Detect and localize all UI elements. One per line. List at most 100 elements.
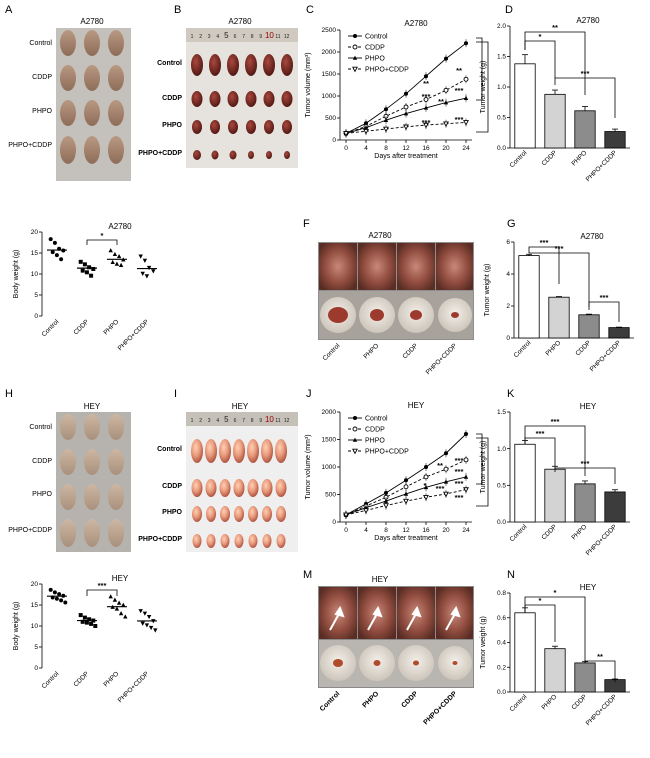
panel-label: K xyxy=(507,388,515,400)
panel-f-group-label: Control xyxy=(322,342,342,362)
panel-a-row-label: PHPO+CDDP xyxy=(8,142,52,149)
panel-a-mice xyxy=(60,30,124,164)
data-point xyxy=(404,478,408,483)
x-tick-label: 12 xyxy=(402,527,410,534)
panel-h-row-label: PHPO+CDDP xyxy=(8,527,52,534)
significance-marker: ** xyxy=(597,652,603,661)
bar xyxy=(514,443,536,523)
panel-f-group-label: CDDP xyxy=(401,342,419,360)
y-tick-label: 15 xyxy=(31,602,39,609)
data-point xyxy=(403,111,409,116)
significance-marker: *** xyxy=(455,467,464,476)
data-point xyxy=(343,512,349,519)
x-axis-label: Days after treatment xyxy=(374,153,437,160)
y-tick-label: 0 xyxy=(34,665,38,672)
y-axis-label: Tumor volume (mm³) xyxy=(305,52,312,117)
bar xyxy=(518,255,540,339)
significance-marker: *** xyxy=(455,493,464,502)
panel-i-photo: HEY 1 2 3 4 5 6 7 8 9 10 11 12 Control CDDP PHPO PH… xyxy=(138,402,298,552)
ruler-number: 2 xyxy=(199,34,202,40)
data-point xyxy=(423,122,429,129)
legend-marker xyxy=(352,66,358,73)
panel-i-ruler-numbers: 1 2 3 4 5 6 7 8 9 10 11 12 xyxy=(191,415,290,424)
x-tick-label: PHPO+CDDP xyxy=(117,670,151,704)
data-point xyxy=(443,491,449,498)
panel-m-arrows xyxy=(329,605,461,631)
data-point xyxy=(153,628,158,633)
data-point xyxy=(463,474,469,479)
data-point xyxy=(404,91,408,96)
significance-bracket xyxy=(524,596,586,662)
significance-marker: *** xyxy=(581,69,590,78)
significance-bracket xyxy=(524,31,586,95)
panel-f-title: A2780 xyxy=(368,231,392,240)
panel-label: N xyxy=(507,569,515,581)
significance-marker: *** xyxy=(422,118,431,127)
data-point xyxy=(443,466,449,472)
legend-marker xyxy=(352,426,358,432)
legend-marker xyxy=(352,44,358,50)
significance-bracket xyxy=(528,252,590,307)
significance-marker: * xyxy=(424,481,427,490)
legend-label: CDDP xyxy=(365,427,385,434)
significance-marker: * xyxy=(539,596,542,605)
y-tick-label: 1000 xyxy=(322,464,337,471)
y-tick-label: 5 xyxy=(34,644,38,651)
chart-title: A2780 xyxy=(580,232,604,241)
y-tick-label: 0.2 xyxy=(497,664,506,671)
panel-i-row-label: PHPO xyxy=(162,509,182,516)
data-point xyxy=(121,602,126,607)
x-tick-label: CDDP xyxy=(540,149,558,167)
data-point xyxy=(140,621,145,626)
panel-label-m: M xyxy=(303,569,312,581)
bar xyxy=(578,314,600,339)
significance-marker: *** xyxy=(600,293,609,302)
x-tick-label: 8 xyxy=(384,145,388,152)
data-point xyxy=(444,56,448,61)
ruler-number: 1 xyxy=(191,34,194,40)
panel-i-row-label: PHPO+CDDP xyxy=(138,536,182,543)
significance-marker: ** xyxy=(552,23,558,32)
y-tick-label: 1000 xyxy=(322,93,337,100)
data-point xyxy=(146,614,152,620)
x-tick-label: PHPO xyxy=(570,149,588,167)
data-point xyxy=(423,97,429,102)
data-point xyxy=(118,262,124,267)
data-point xyxy=(54,596,59,601)
y-tick-label: 1500 xyxy=(322,437,337,444)
bar xyxy=(514,63,536,149)
data-point xyxy=(50,250,55,255)
x-tick-label: CDDP xyxy=(574,339,592,357)
significance-marker: *** xyxy=(555,244,564,253)
panel-m-group-label: Control xyxy=(319,690,342,713)
y-tick-label: 10 xyxy=(31,271,39,278)
x-tick-label: PHPO xyxy=(570,523,588,541)
y-tick-label: 0 xyxy=(332,519,336,526)
data-point xyxy=(463,457,469,463)
panel-label-i: I xyxy=(174,388,177,400)
y-axis-label: Tumor weight (g) xyxy=(480,441,487,494)
y-tick-label: 2 xyxy=(506,303,510,310)
data-point xyxy=(142,611,148,616)
legend-label: PHPO xyxy=(365,438,385,445)
panel-label: G xyxy=(507,218,516,230)
significance-bracket xyxy=(588,301,620,322)
panel-a-photo: A2780 Control CDDP PHPO PHPO+CDDP xyxy=(8,17,131,181)
panel-i-row-label: CDDP xyxy=(162,483,182,490)
panel-h-photo: HEY Control CDDP PHPO PHPO+CDDP xyxy=(8,402,131,552)
chart-title: HEY xyxy=(580,583,597,592)
significance-marker: * xyxy=(101,231,104,240)
panel-i-row-label: Control xyxy=(157,446,182,453)
data-point xyxy=(59,598,64,603)
data-point xyxy=(424,74,428,79)
data-point xyxy=(140,271,145,276)
data-point xyxy=(52,590,57,595)
significance-bracket xyxy=(86,589,118,596)
data-point xyxy=(343,131,349,137)
x-tick-label: Control xyxy=(509,523,529,543)
data-point xyxy=(138,254,143,259)
significance-marker: *** xyxy=(536,429,545,438)
data-point xyxy=(144,274,150,279)
data-point xyxy=(444,451,448,456)
data-point xyxy=(63,600,68,605)
